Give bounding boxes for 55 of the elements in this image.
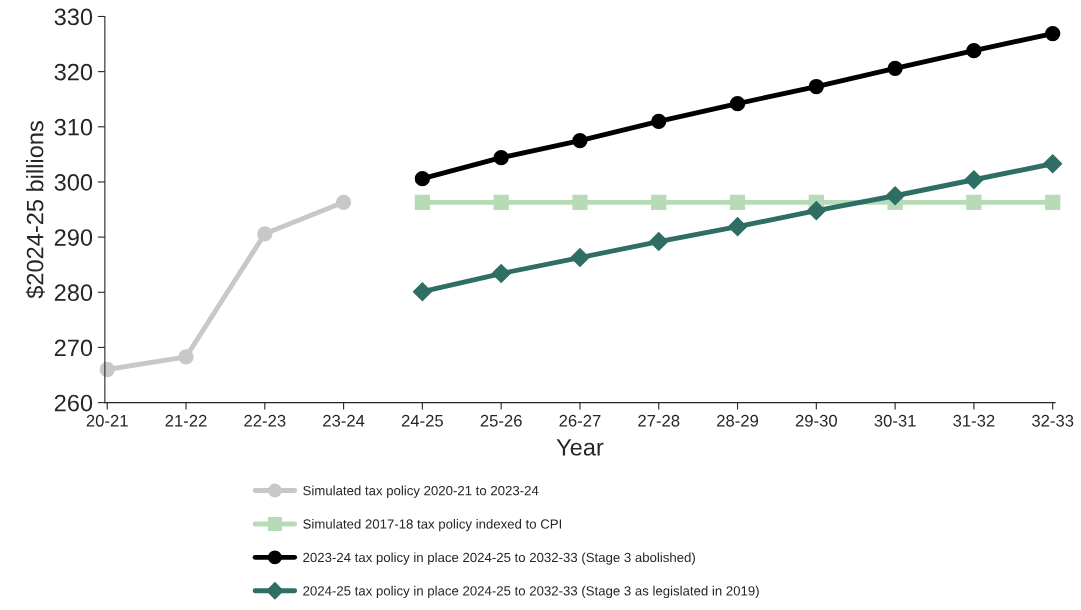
point — [412, 282, 432, 302]
y-tick-label: 300 — [54, 174, 93, 191]
point — [572, 194, 588, 211]
y-axis-title: $2024-25 billions — [25, 121, 45, 299]
legend-label: 2023-24 tax policy in place 2024-25 to 2032-33 (Stage 3 abolished) — [303, 552, 695, 565]
point — [491, 263, 511, 284]
point — [729, 194, 746, 211]
x-tick-label: 22-23 — [244, 414, 286, 427]
x-tick-label: 21-22 — [165, 414, 207, 427]
point — [651, 113, 667, 129]
legend-label: Simulated 2017-18 tax policy indexed to CPI — [303, 519, 562, 532]
point — [1045, 194, 1061, 211]
point — [806, 201, 826, 221]
y-tick-label: 290 — [54, 229, 93, 246]
point — [964, 170, 984, 190]
point — [414, 171, 431, 187]
point — [493, 150, 509, 166]
point — [257, 226, 273, 242]
point — [335, 194, 352, 211]
y-tick-label: 310 — [54, 118, 93, 136]
x-tick-label: 23-24 — [323, 414, 365, 427]
point — [729, 95, 746, 112]
x-tick-label: 20-21 — [86, 414, 128, 427]
point — [966, 194, 982, 211]
x-tick-label: 32-33 — [1032, 414, 1074, 427]
point — [887, 60, 903, 76]
point — [1043, 154, 1063, 174]
point — [572, 132, 588, 149]
x-tick-label: 31-32 — [953, 414, 995, 427]
point — [570, 247, 590, 268]
point — [966, 43, 982, 59]
point — [651, 194, 667, 211]
x-tick-label: 28-29 — [717, 414, 759, 427]
x-tick-label: 29-30 — [795, 414, 837, 427]
x-tick-label: 25-26 — [480, 414, 522, 427]
x-axis-title: Year — [556, 439, 604, 456]
point — [493, 194, 509, 211]
x-tick-label: 27-28 — [638, 414, 680, 427]
point — [414, 194, 431, 211]
y-tick-label: 270 — [54, 339, 93, 357]
point — [728, 217, 748, 237]
point — [178, 349, 194, 365]
y-tick-label: 330 — [54, 8, 93, 26]
x-tick-label: 26-27 — [559, 414, 601, 427]
point — [649, 231, 669, 252]
y-tick-label: 320 — [54, 63, 93, 81]
point — [1045, 25, 1061, 42]
x-tick-label: 24-25 — [401, 414, 443, 427]
legend-label: Simulated tax policy 2020-21 to 2023-24 — [303, 485, 539, 498]
point — [885, 186, 905, 206]
x-tick-label: 30-31 — [874, 414, 916, 427]
legend-label: 2024-25 tax policy in place 2024-25 to 2032-33 (Stage 3 as legislated in 2019) — [303, 585, 759, 599]
y-tick-label: 260 — [54, 394, 93, 412]
y-tick-label: 280 — [54, 284, 93, 302]
point — [808, 78, 824, 95]
